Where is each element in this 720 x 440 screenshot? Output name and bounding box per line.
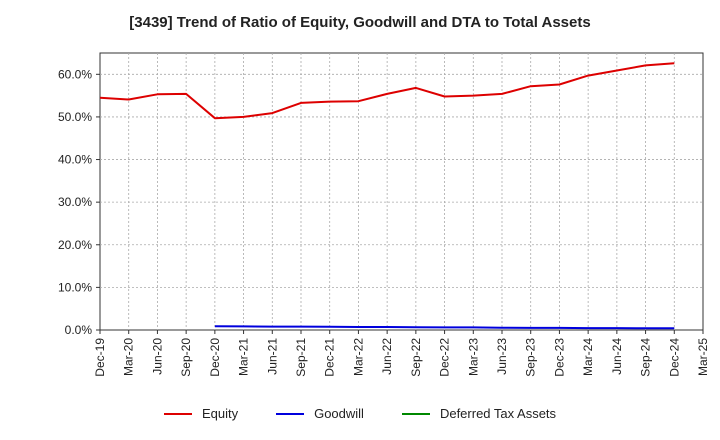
legend: Equity Goodwill Deferred Tax Assets	[0, 406, 720, 421]
y-tick-label: 30.0%	[58, 195, 92, 209]
axis-layer: Dec-19 Mar-20 Jun-20 Sep-20 Dec-20 Mar-21 Jun-…	[58, 67, 710, 376]
x-tick-label: Dec-20	[208, 338, 222, 377]
x-tick-label: Jun-23	[495, 338, 509, 375]
x-tick-label: Mar-25	[696, 338, 710, 376]
y-tick-label: 20.0%	[58, 238, 92, 252]
legend-item-goodwill: Goodwill	[276, 406, 364, 421]
x-tick-label: Mar-21	[237, 338, 251, 376]
x-tick-label: Dec-23	[552, 338, 566, 377]
x-tick-label: Sep-21	[294, 338, 308, 377]
x-tick-label: Mar-20	[122, 338, 136, 376]
legend-label-goodwill: Goodwill	[314, 406, 364, 421]
x-tick-label: Dec-19	[93, 338, 107, 377]
series-layer	[99, 62, 675, 330]
series-line-goodwill	[214, 325, 675, 330]
x-tick-label: Jun-21	[265, 338, 279, 375]
y-tick-label: 40.0%	[58, 153, 92, 167]
legend-label-equity: Equity	[201, 406, 239, 421]
legend-swatch-goodwill	[276, 412, 305, 415]
y-tick-label: 50.0%	[58, 110, 92, 124]
x-tick-label: Jun-20	[150, 338, 164, 375]
y-tick-label: 10.0%	[58, 280, 92, 294]
x-tick-label: Sep-24	[639, 338, 653, 377]
x-tick-label: Mar-22	[351, 338, 365, 376]
chart-title: [3439] Trend of Ratio of Equity, Goodwil…	[129, 14, 591, 31]
x-tick-label: Mar-23	[466, 338, 480, 376]
x-tick-label: Jun-24	[610, 338, 624, 375]
x-tick-label: Dec-22	[438, 338, 452, 377]
legend-swatch-deferred-tax-assets	[401, 412, 430, 415]
plot-frame	[99, 52, 704, 331]
x-tick-label: Dec-24	[667, 338, 681, 377]
x-tick-label: Sep-22	[409, 338, 423, 377]
series-line-equity	[99, 62, 675, 120]
y-tick-label: 60.0%	[58, 67, 92, 81]
legend-label-deferred-tax-assets: Deferred Tax Assets	[439, 406, 557, 421]
grid-layer	[99, 52, 704, 331]
y-tick-label: 0.0%	[65, 323, 93, 337]
legend-item-deferred-tax-assets: Deferred Tax Assets	[401, 406, 557, 421]
x-tick-label: Sep-23	[524, 338, 538, 377]
legend-item-equity: Equity	[163, 406, 239, 421]
legend-swatch-equity	[163, 412, 192, 415]
x-tick-label: Sep-20	[179, 338, 193, 377]
x-tick-label: Dec-21	[323, 338, 337, 377]
x-tick-label: Mar-24	[581, 338, 595, 376]
x-tick-label: Jun-22	[380, 338, 394, 375]
